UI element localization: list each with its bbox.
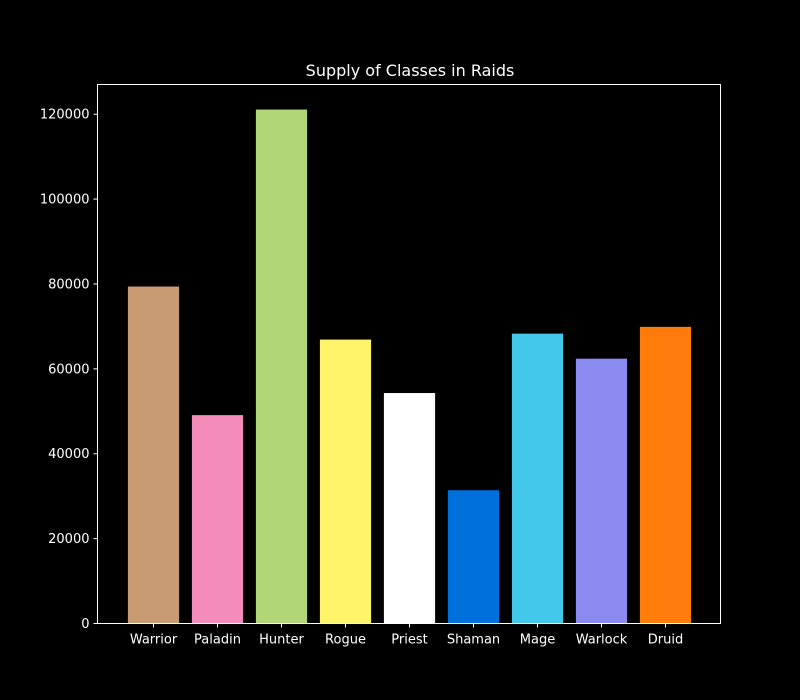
- chart-title: Supply of Classes in Raids: [306, 61, 515, 80]
- bar-hunter: [255, 109, 308, 624]
- x-axis: Warrior Paladin Hunter Rogue Priest Shaman Mag…: [130, 623, 683, 648]
- y-tick-label: 80000: [48, 277, 89, 292]
- x-tick-label-mage: Mage: [520, 633, 555, 648]
- plot-frame: [97, 84, 721, 624]
- x-tick-label-warrior: Warrior: [130, 633, 178, 648]
- x-tick-label-priest: Priest: [391, 633, 427, 648]
- y-tick-label: 120000: [40, 108, 90, 123]
- bar-warrior: [127, 286, 180, 624]
- bars-group: [127, 109, 692, 624]
- bar-rogue: [319, 339, 372, 624]
- x-tick-label-paladin: Paladin: [194, 633, 241, 648]
- x-tick-label-shaman: Shaman: [447, 633, 500, 648]
- y-tick-label: 60000: [48, 362, 89, 377]
- bar-warlock: [575, 358, 628, 624]
- bar-druid: [639, 326, 692, 624]
- bar-shaman: [447, 490, 500, 624]
- bar-mage: [511, 333, 564, 624]
- bar-paladin: [191, 415, 244, 624]
- bar-priest: [383, 393, 436, 624]
- y-tick-label: 0: [81, 617, 89, 632]
- y-tick-label: 100000: [40, 193, 90, 208]
- x-tick-label-warlock: Warlock: [576, 633, 628, 648]
- y-tick-label: 40000: [48, 447, 89, 462]
- y-axis: 0 20000 40000 60000 80000 100000 120000: [40, 108, 98, 632]
- x-tick-label-rogue: Rogue: [325, 633, 366, 648]
- x-tick-label-hunter: Hunter: [259, 633, 304, 648]
- x-tick-label-druid: Druid: [648, 633, 683, 648]
- y-tick-label: 20000: [48, 532, 89, 547]
